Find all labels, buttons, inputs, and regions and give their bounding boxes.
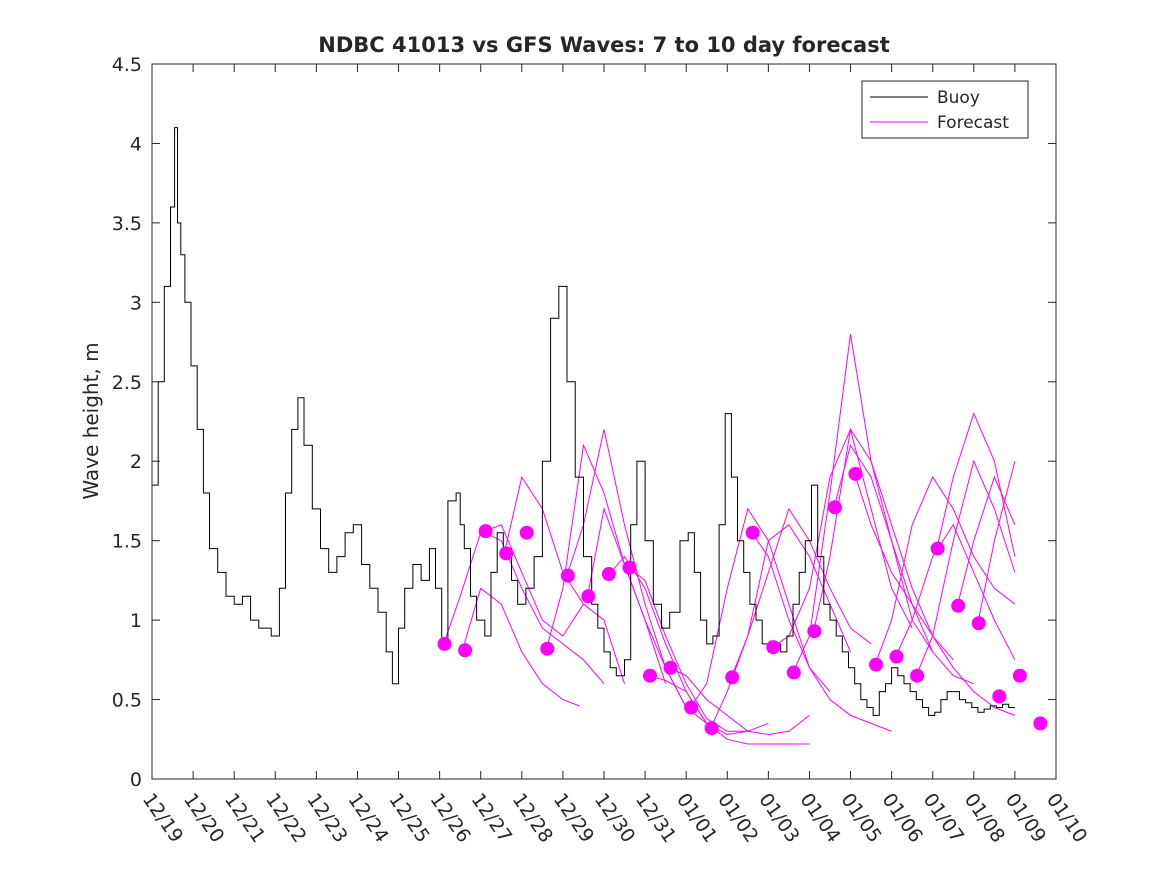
- buoy-series-line: [152, 127, 1015, 716]
- forecast-marker: [704, 721, 719, 736]
- forecast-run-line-3: [484, 532, 605, 685]
- y-tick-label: 3.5: [112, 213, 142, 235]
- forecast-marker: [910, 668, 925, 683]
- legend: Buoy Forecast: [861, 80, 1029, 139]
- forecast-marker: [478, 524, 493, 539]
- forecast-marker: [951, 598, 966, 613]
- forecast-marker: [807, 624, 822, 639]
- y-tick-label: 0: [130, 769, 142, 791]
- forecast-run-line-14: [730, 507, 872, 678]
- forecast-marker: [540, 641, 555, 656]
- forecast-marker: [1012, 668, 1027, 683]
- forecast-run-line-9: [628, 567, 769, 732]
- marker-layer: [437, 466, 1048, 736]
- forecast-run-line-2: [463, 587, 580, 707]
- y-tick-label: 4.5: [112, 54, 142, 76]
- forecast-marker: [458, 643, 473, 658]
- legend-label-forecast: Forecast: [937, 113, 1009, 133]
- forecast-marker: [889, 649, 904, 664]
- forecast-marker: [663, 660, 678, 675]
- y-tick-label: 0.5: [112, 690, 142, 712]
- y-tick-label: 1: [130, 610, 142, 632]
- forecast-run-line-11: [669, 667, 810, 736]
- forecast-run-line-23: [915, 459, 1016, 676]
- forecast-marker: [560, 568, 575, 583]
- forecast-marker: [992, 689, 1007, 704]
- forecast-marker: [437, 636, 452, 651]
- forecast-run-line-12: [689, 507, 831, 708]
- forecast-marker: [499, 546, 514, 561]
- forecast-run-line-15: [751, 532, 892, 732]
- forecast-marker: [643, 668, 658, 683]
- forecast-marker: [971, 616, 986, 631]
- chart-title: NDBC 41013 vs GFS Waves: 7 to 10 day for…: [318, 33, 889, 57]
- legend-box: [861, 80, 1029, 139]
- forecast-marker: [869, 657, 884, 672]
- forecast-marker: [684, 700, 699, 715]
- forecast-marker: [930, 541, 945, 556]
- forecast-run-line-16: [772, 427, 913, 648]
- plot-area: [152, 64, 1056, 779]
- y-axis: 0 0.5 1 1.5 2 2.5 3 3.5 4 4.5: [112, 54, 1056, 791]
- forecast-marker: [725, 670, 740, 685]
- legend-label-buoy: Buoy: [937, 88, 980, 108]
- forecast-run-line-10: [649, 675, 810, 745]
- forecast-run-line-18: [813, 428, 954, 661]
- forecast-marker: [827, 500, 842, 515]
- forecast-marker: [622, 560, 637, 575]
- y-tick-label: 4: [130, 133, 142, 155]
- forecast-marker: [786, 665, 801, 680]
- forecast-run-line-17: [792, 334, 934, 673]
- forecast-marker: [581, 589, 596, 604]
- y-tick-label: 2: [130, 451, 142, 473]
- y-axis-label: Wave height, m: [79, 342, 103, 499]
- forecast-marker: [519, 525, 534, 540]
- forecast-marker: [745, 525, 760, 540]
- y-tick-label: 3: [130, 292, 142, 314]
- y-tick-label: 1.5: [112, 531, 142, 553]
- y-tick-label: 2.5: [112, 372, 142, 394]
- forecast-marker: [601, 567, 616, 582]
- forecast-run-line-21: [874, 476, 1016, 665]
- forecast-marker: [1033, 716, 1048, 731]
- forecast-marker: [766, 640, 781, 655]
- forecast-marker: [848, 466, 863, 481]
- forecast-run-line-26: [977, 461, 1016, 624]
- forecast-run-line-22: [895, 523, 1016, 661]
